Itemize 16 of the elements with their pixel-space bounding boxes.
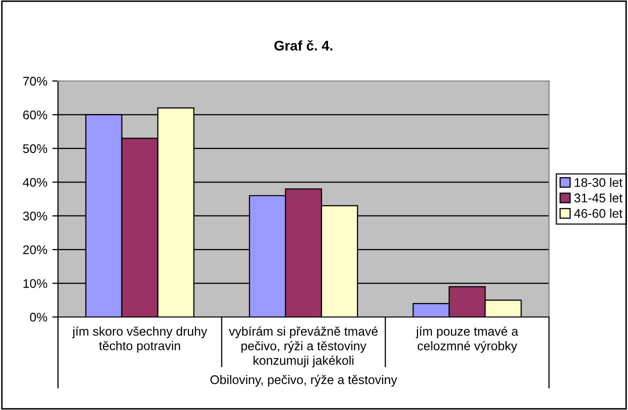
y-tick-label: 60%: [23, 110, 48, 120]
chart-title: Graf č. 4.: [274, 40, 332, 51]
y-tick-label: 30%: [23, 212, 48, 221]
legend-label: 46-60 let: [574, 208, 622, 218]
y-tick-label: 50%: [23, 144, 48, 154]
y-tick-label: 70%: [23, 76, 48, 86]
x-axis-title: Obiloviny, pečivo, rýže a těstoviny: [210, 374, 398, 387]
legend-label: 31-45 let: [574, 193, 622, 202]
x-tick-label: jím pouze tmavé a celozmné výrobky: [416, 326, 518, 353]
legend-label: 18-30 let: [574, 178, 622, 187]
y-tick-label: 20%: [23, 245, 48, 254]
y-tick-label: 0%: [30, 312, 48, 322]
y-tick-label: 10%: [24, 279, 48, 288]
x-tick-label: jím skoro všechny druhy těchto potravin: [72, 326, 208, 353]
y-tick-label: 40%: [22, 178, 48, 187]
x-tick-label: vybírám si převážně tmavé pečivo, rýži a těstoviny konzumuji jakékoli: [228, 326, 378, 368]
